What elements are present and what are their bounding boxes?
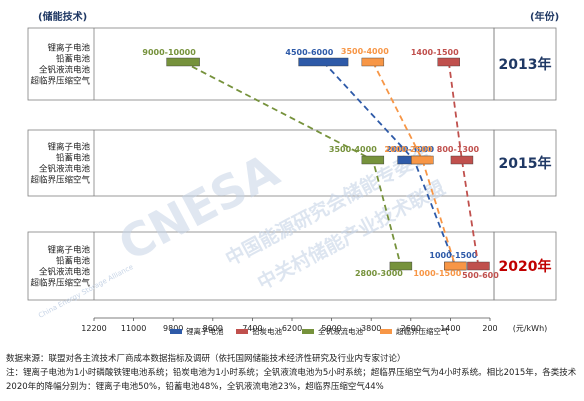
tech-label: 锂离子电池	[47, 142, 90, 153]
tech-axis-header: (储能技术)	[38, 12, 88, 23]
tech-label: 锂离子电池	[47, 245, 90, 256]
tech-label: 全钒液流电池	[39, 164, 91, 175]
legend-label: 铅炭电池	[252, 326, 282, 336]
x-tick-label: 7400	[242, 324, 262, 333]
range-bar	[361, 155, 385, 165]
range-bar	[166, 57, 200, 67]
range-label: 2800-3000	[355, 269, 403, 278]
series-connector	[447, 61, 480, 267]
year-panel-3	[493, 231, 557, 301]
tech-label: 全钒液流电池	[39, 65, 91, 76]
range-bar	[411, 155, 434, 165]
tech-label: 超临界压缩空气	[30, 278, 90, 289]
range-label: 2000-3000	[386, 145, 434, 154]
x-tick-label: 3800	[361, 324, 381, 333]
year-axis-header: (年份)	[530, 12, 560, 23]
range-bar	[444, 261, 467, 271]
range-label: 500-600	[462, 271, 499, 280]
tech-label: 超临界压缩空气	[30, 175, 90, 186]
legend-label: 全钒液流电池	[318, 326, 363, 336]
range-label: 1400-1500	[411, 48, 459, 57]
tech-label: 铅蓄电池	[56, 256, 91, 267]
range-bar	[298, 57, 349, 67]
legend-swatch	[236, 329, 248, 334]
x-axis-unit: (元/kWh)	[513, 324, 548, 333]
range-bar	[361, 57, 385, 67]
source-note: 数据来源：联盟对各主流技术厂商成本数据指标及调研（依托国网储能技术经济性研究及行…	[6, 354, 406, 364]
legend-label: 锂离子电池	[186, 326, 224, 336]
x-tick-label: 9800	[163, 324, 183, 333]
range-label: 1000-1500	[429, 251, 477, 260]
range-bar	[437, 57, 460, 67]
x-tick-label: 5000	[321, 324, 341, 333]
tech-label: 锂离子电池	[47, 43, 90, 54]
x-tick-label: 2600	[401, 324, 421, 333]
range-label: 9000-10000	[142, 48, 196, 57]
x-tick-label: 6200	[282, 324, 302, 333]
tech-label: 超临界压缩空气	[30, 76, 90, 87]
legend-label: 超临界压缩空气	[396, 326, 449, 336]
range-label: 4500-6000	[285, 48, 333, 57]
year-label: 2013年	[499, 56, 552, 73]
x-tick-label: 8600	[203, 324, 223, 333]
range-bar	[450, 155, 474, 165]
row-panel-1	[27, 27, 495, 101]
legend-swatch	[302, 329, 314, 334]
footnote-line-1: 注：锂离子电池为1小时磷酸铁锂电池系统；铅炭电池为1小时系统；全钒液流电池为5小…	[6, 368, 577, 378]
year-label: 2015年	[499, 155, 552, 172]
range-bar	[389, 261, 413, 271]
tech-label: 全钒液流电池	[39, 267, 91, 278]
legend-swatch	[170, 329, 182, 334]
year-panel-2	[493, 129, 557, 197]
range-label: 800-1300	[437, 145, 480, 154]
range-bar	[467, 261, 490, 271]
year-label: 2020年	[499, 258, 552, 275]
tech-label: 铅蓄电池	[56, 54, 91, 65]
x-tick-label: 1400	[440, 324, 460, 333]
x-tick-label: 11000	[121, 324, 146, 333]
x-tick-label: 12200	[81, 324, 106, 333]
range-label: 2000-2500	[384, 145, 432, 154]
year-panel-1	[493, 27, 557, 101]
tech-label: 铅蓄电池	[56, 153, 91, 164]
range-label: 1000-1500	[413, 269, 461, 278]
x-tick-label: 200	[482, 324, 497, 333]
footnote-line-2: 2020年的降幅分别为：锂离子电池50%，铅蓄电池48%，全钒液流电池23%，超…	[6, 382, 384, 392]
legend-swatch	[380, 329, 392, 334]
series-connector	[372, 61, 457, 267]
range-label: 3500-4000	[329, 145, 377, 154]
range-label: 3500-4000	[341, 47, 389, 56]
